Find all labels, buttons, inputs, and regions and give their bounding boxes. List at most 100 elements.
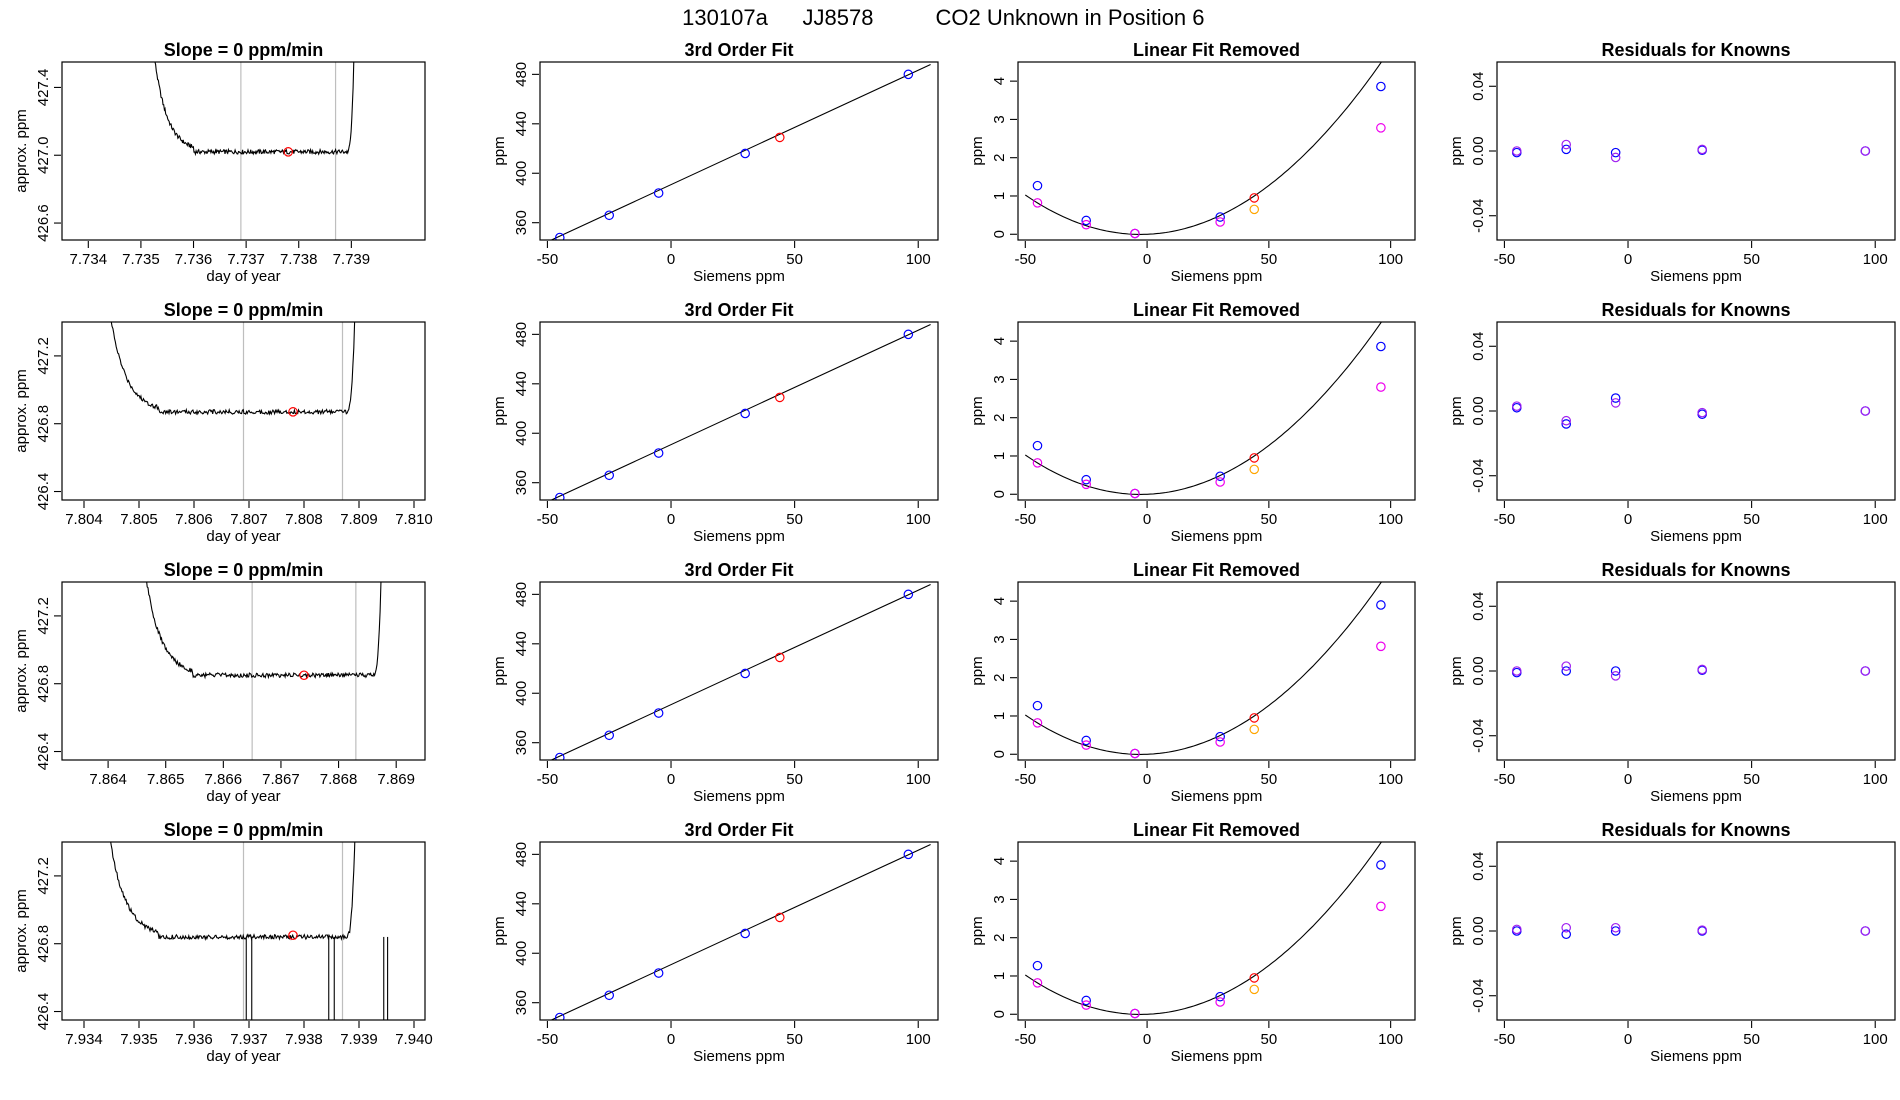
y-tick-label: 480 xyxy=(513,842,530,867)
plot-frame xyxy=(1017,61,1416,241)
y-tick-label: 400 xyxy=(513,941,530,966)
trace-panel-2: Slope = 0 ppm/min 7.804 7.805 7.806 7.807 7.8… xyxy=(13,300,433,545)
data-point xyxy=(1081,735,1091,746)
y-axis-label: ppm xyxy=(491,656,508,685)
x-tick-label: -50 xyxy=(1494,771,1516,788)
panel-data xyxy=(550,323,931,500)
x-tick-label: 100 xyxy=(906,771,931,788)
x-tick-label: 0 xyxy=(1143,251,1151,268)
x-tick-label: 50 xyxy=(1743,1031,1760,1048)
x-axis-label: Siemens ppm xyxy=(1171,268,1263,285)
y-tick-label: 426.8 xyxy=(35,925,52,963)
data-point xyxy=(653,968,664,978)
y-axis-label: ppm xyxy=(969,656,986,685)
panel-grid: Slope = 0 ppm/min 7.734 7.735 7.736 7.737 7.7… xyxy=(13,40,1896,1065)
y-tick-label: 0.00 xyxy=(1470,916,1487,945)
plot-frame xyxy=(539,321,939,501)
data-point xyxy=(903,69,914,80)
y-axis-label: ppm xyxy=(491,136,508,165)
x-tick-label: 50 xyxy=(1261,511,1278,528)
y-axis-label: ppm xyxy=(1448,656,1465,685)
data-point xyxy=(1511,401,1522,411)
x-tick-label: 100 xyxy=(906,251,931,268)
y-tick-label: 400 xyxy=(513,681,530,706)
data-point xyxy=(1860,926,1871,936)
plot-frame xyxy=(539,61,939,241)
x-tick-label: 0 xyxy=(1143,511,1151,528)
plot-frame xyxy=(539,841,939,1021)
fit-panel-4: 3rd Order Fit -50 0 50 100 360 400 440 480 Siemen… xyxy=(491,820,939,1065)
x-tick-label: 100 xyxy=(1863,1031,1888,1048)
x-tick-label: 7.865 xyxy=(147,771,185,788)
trace-line xyxy=(146,582,382,680)
data-point xyxy=(604,470,615,481)
x-tick-label: 7.935 xyxy=(120,1031,158,1048)
y-tick-label: 4 xyxy=(991,77,1008,85)
data-point xyxy=(1081,215,1091,226)
x-tick-label: 0 xyxy=(1624,251,1632,268)
data-point xyxy=(774,132,785,143)
data-point xyxy=(1032,960,1043,971)
data-point xyxy=(774,392,785,403)
y-tick-label: 400 xyxy=(513,421,530,446)
y-axis-label: approx. ppm xyxy=(13,369,30,452)
y-tick-label: 426.8 xyxy=(35,405,52,443)
x-axis-label: Siemens ppm xyxy=(1650,788,1742,805)
x-tick-label: 7.809 xyxy=(340,511,378,528)
y-axis-label: ppm xyxy=(1448,136,1465,165)
data-point xyxy=(1511,924,1522,935)
y-tick-label: 427.2 xyxy=(35,857,52,895)
y-tick-label: 426.4 xyxy=(35,733,52,771)
x-axis-label: day of year xyxy=(206,268,280,285)
data-point xyxy=(1215,737,1225,747)
y-tick-label: 3 xyxy=(991,895,1008,903)
x-tick-label: 100 xyxy=(906,1031,931,1048)
x-tick-label: 0 xyxy=(1143,771,1151,788)
data-point xyxy=(1215,477,1225,487)
x-tick-label: 50 xyxy=(786,511,803,528)
data-point xyxy=(1249,973,1260,983)
data-point xyxy=(1215,212,1225,222)
x-tick-label: 0 xyxy=(1624,771,1632,788)
data-point xyxy=(1215,217,1225,227)
fit-curve xyxy=(1024,842,1383,1015)
x-tick-label: 7.939 xyxy=(340,1031,378,1048)
y-tick-label: 0.00 xyxy=(1470,656,1487,685)
panel-data xyxy=(146,582,382,760)
y-tick-label: -0.04 xyxy=(1470,719,1487,753)
y-axis-label: ppm xyxy=(1448,916,1465,945)
y-tick-label: -0.04 xyxy=(1470,199,1487,233)
y-tick-label: 426.6 xyxy=(35,204,52,242)
y-tick-label: 480 xyxy=(513,62,530,87)
x-tick-label: 7.804 xyxy=(65,511,103,528)
x-tick-label: -50 xyxy=(537,771,559,788)
y-tick-label: 0.00 xyxy=(1470,136,1487,165)
x-tick-label: 100 xyxy=(1378,1031,1403,1048)
fit-curve xyxy=(1024,322,1383,495)
data-point xyxy=(1610,152,1621,163)
data-point xyxy=(1610,666,1621,676)
data-point xyxy=(740,928,750,939)
data-point xyxy=(1561,922,1572,933)
data-point xyxy=(1249,464,1260,475)
residuals-panel-1: Residuals for Knowns -50 0 50 100 -0.04 0.00 0.… xyxy=(1448,40,1896,285)
panel-title: Slope = 0 ppm/min xyxy=(164,300,324,320)
x-tick-label: 0 xyxy=(667,771,675,788)
panel-data xyxy=(1024,582,1386,759)
x-tick-label: 7.808 xyxy=(285,511,323,528)
data-point xyxy=(1215,471,1225,482)
x-tick-label: 100 xyxy=(1863,771,1888,788)
x-tick-label: 50 xyxy=(1261,251,1278,268)
x-tick-label: 50 xyxy=(786,1031,803,1048)
residuals-panel-2: Residuals for Knowns -50 0 50 100 -0.04 0.00 0.… xyxy=(1448,300,1896,545)
data-point xyxy=(1860,146,1871,156)
data-point xyxy=(1081,1000,1091,1010)
x-axis-label: Siemens ppm xyxy=(1650,1048,1742,1065)
plot-frame xyxy=(1496,321,1896,501)
fit-curve xyxy=(1024,582,1383,755)
y-tick-label: 2 xyxy=(991,414,1008,422)
data-point xyxy=(1249,713,1260,723)
x-tick-label: 7.737 xyxy=(227,251,265,268)
x-tick-label: 7.734 xyxy=(70,251,108,268)
